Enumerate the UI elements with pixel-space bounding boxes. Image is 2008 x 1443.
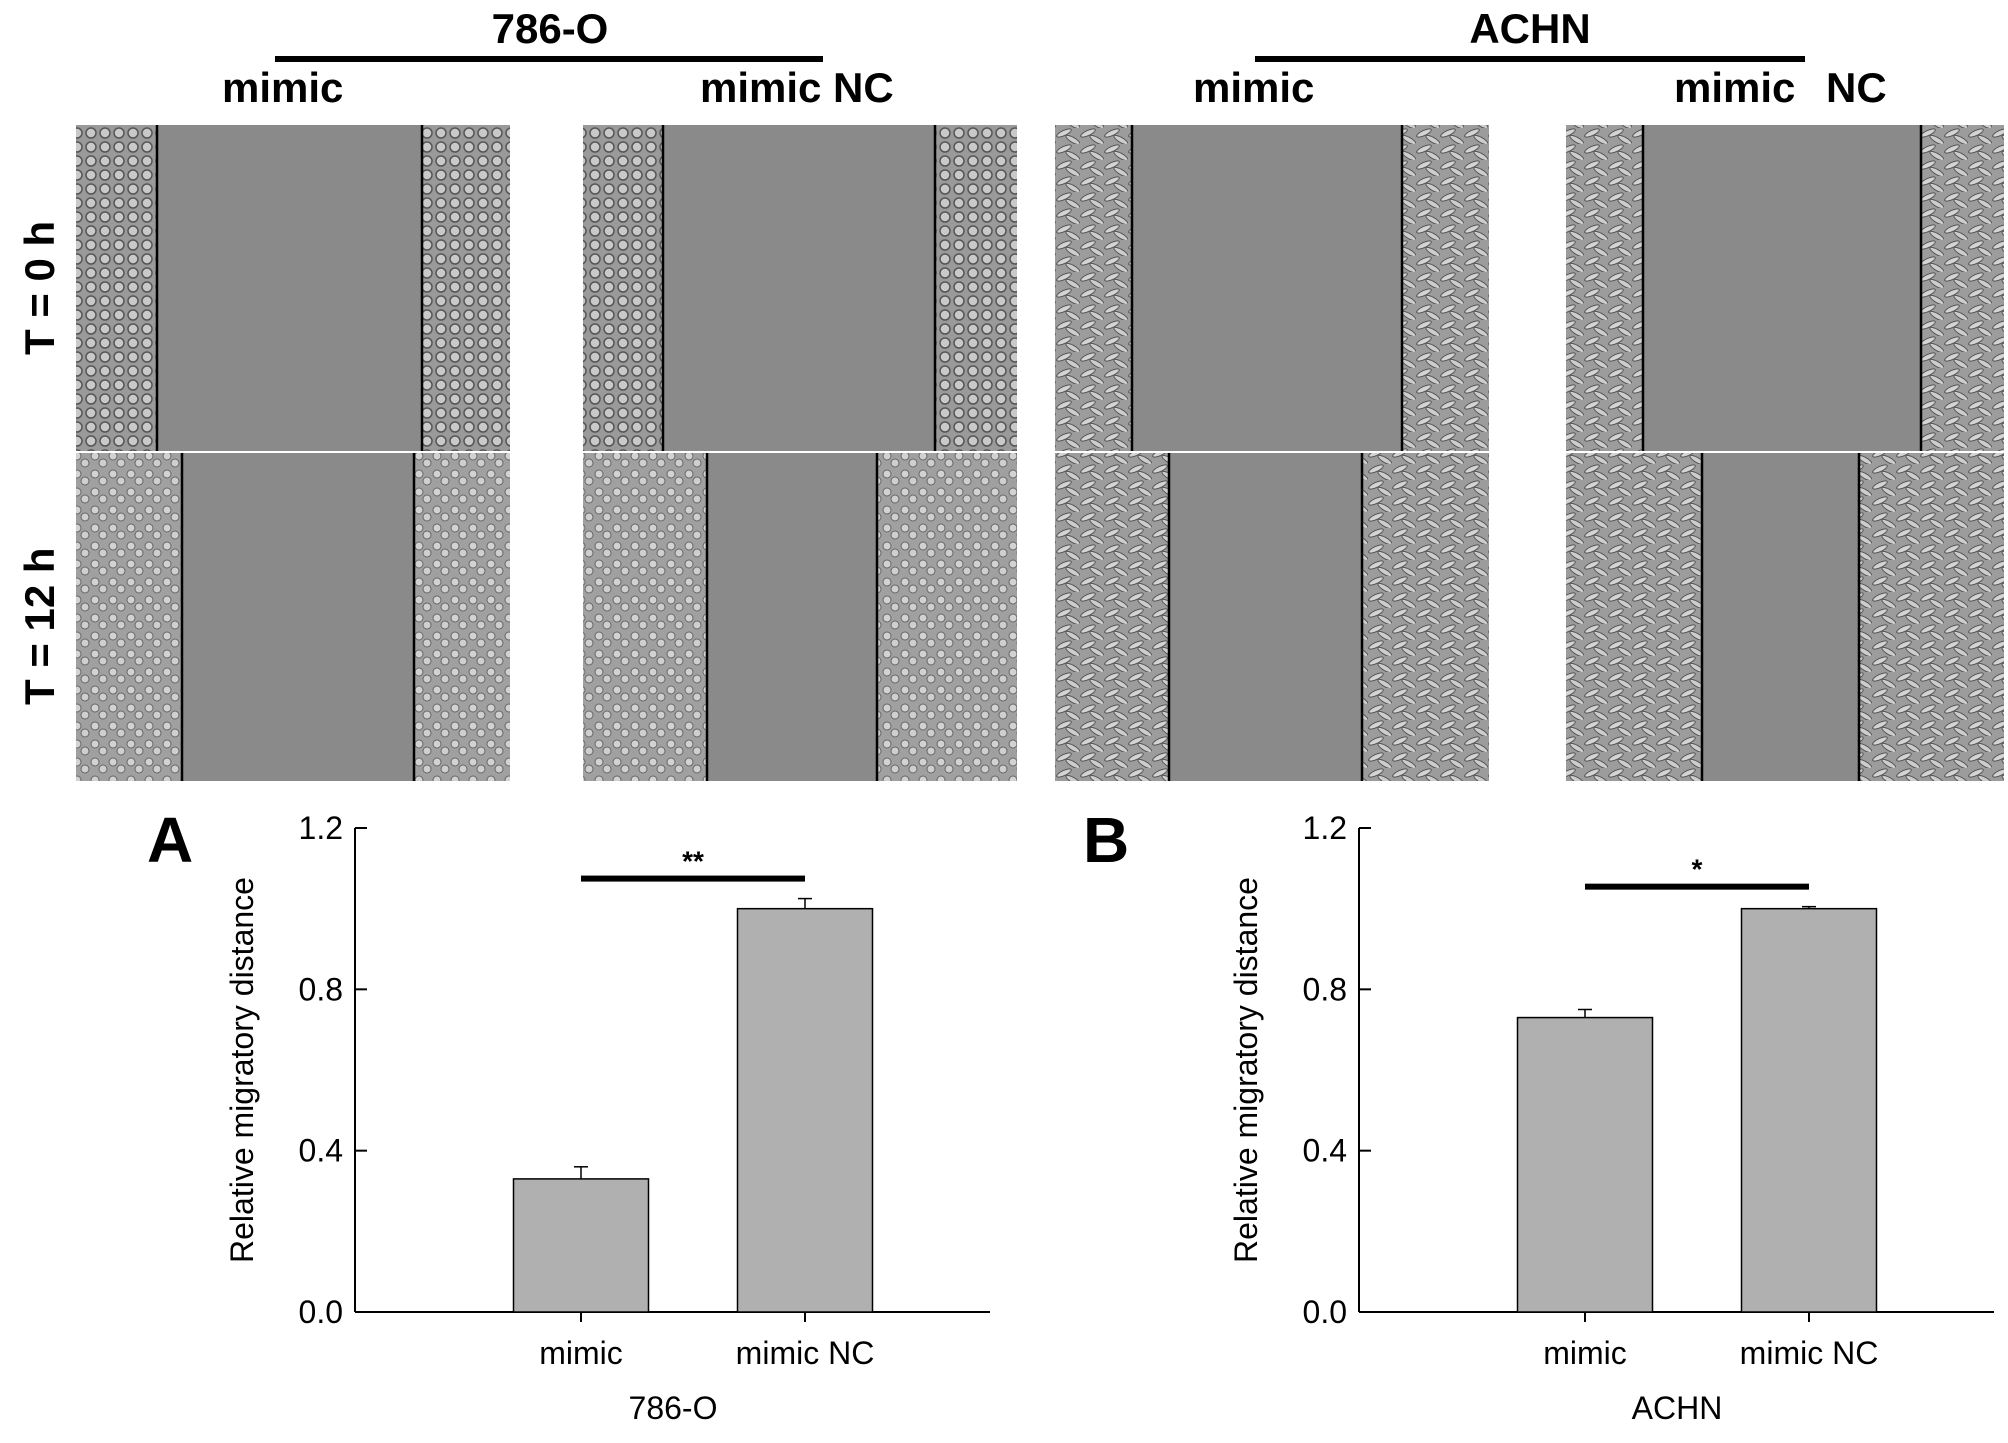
panel-786o-mimic-t12 <box>76 453 510 781</box>
x-axis-label: ACHN <box>1632 1390 1723 1426</box>
panel-786o-mimic-t0 <box>76 125 510 451</box>
y-tick-label: 0.4 <box>1303 1133 1347 1169</box>
group-label-786o: 786-O <box>491 5 609 52</box>
y-tick-label: 0.0 <box>299 1294 343 1330</box>
y-tick-label: 0.8 <box>1303 971 1347 1007</box>
y-tick-label: 0.4 <box>299 1133 343 1169</box>
bar <box>1740 907 1878 1313</box>
condition-label-achn-mimic: mimic <box>1193 64 1315 111</box>
y-axis-label: Relative migratory distance <box>1228 877 1264 1263</box>
condition-label-achn-nc: NC <box>1826 64 1887 111</box>
significance-bar <box>581 875 805 882</box>
bar <box>1516 1016 1654 1313</box>
group-bar-achn <box>1255 56 1805 62</box>
panel-achn-mimicnc-t12 <box>1566 453 2004 781</box>
condition-label-786o-mimic: mimic <box>222 64 344 111</box>
x-tick-label: mimic NC <box>736 1335 875 1371</box>
x-axis-label: 786-O <box>629 1390 718 1426</box>
y-tick-label: 0.0 <box>1303 1294 1347 1330</box>
bar-chart-b: 0.0 0.4 0.8 1.2 mimic mimic NC * ACHN Relative m… <box>1228 810 1994 1426</box>
panel-letter-b: B <box>1083 804 1130 876</box>
significance-marker: ** <box>682 846 704 877</box>
panel-achn-mimicnc-t0 <box>1566 125 2004 451</box>
y-tick-label: 1.2 <box>1303 810 1347 846</box>
panel-786o-mimicnc-t0 <box>583 125 1017 451</box>
bar-chart-a: 0.0 0.4 0.8 1.2 mimic mimic NC ** 786-O Relative… <box>224 810 990 1426</box>
x-tick-label: mimic <box>539 1335 623 1371</box>
significance-bar <box>1585 883 1809 890</box>
panel-achn-mimic-t12 <box>1055 453 1489 781</box>
y-tick-label: 1.2 <box>299 810 343 846</box>
significance-marker: * <box>1692 854 1703 885</box>
y-axis-label: Relative migratory distance <box>224 877 260 1263</box>
group-label-achn: ACHN <box>1469 5 1591 52</box>
bar <box>512 1178 650 1313</box>
panel-letter-a: A <box>147 804 194 876</box>
y-tick-label: 0.8 <box>299 971 343 1007</box>
panel-achn-mimic-t0 <box>1055 125 1489 451</box>
condition-label-achn-mimic-2: mimic <box>1674 64 1796 111</box>
x-tick-label: mimic NC <box>1740 1335 1879 1371</box>
panel-786o-mimicnc-t12 <box>583 453 1017 781</box>
group-bar-786o <box>275 56 823 62</box>
x-tick-label: mimic <box>1543 1335 1627 1371</box>
micrograph-grid <box>76 125 2004 781</box>
condition-label-786o-mimic-nc: mimic NC <box>700 64 894 111</box>
bar <box>736 907 874 1313</box>
